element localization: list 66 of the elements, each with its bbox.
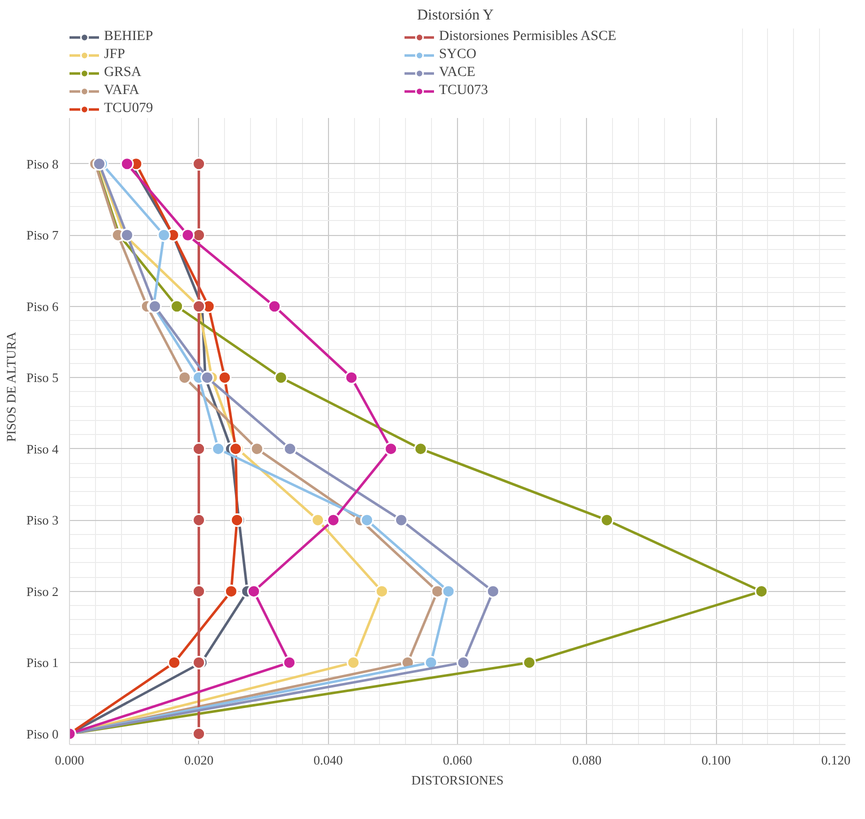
y-tick-label: Piso 4 xyxy=(26,441,59,456)
y-tick-label: Piso 5 xyxy=(26,370,59,386)
point xyxy=(456,656,470,670)
y-axis-title: PISOS DE ALTURA xyxy=(3,331,18,442)
x-tick-label: 0.120 xyxy=(821,752,850,768)
x-tick-label: 0.000 xyxy=(54,752,84,768)
x-tick-label: 0.060 xyxy=(442,752,472,768)
x-tick-label: 0.080 xyxy=(572,752,602,768)
point xyxy=(192,513,206,527)
y-tick-label: Piso 3 xyxy=(26,512,59,528)
legend-label: BEHIEP xyxy=(104,28,154,46)
point xyxy=(283,442,297,456)
x-axis-title: DISTORSIONES xyxy=(411,772,504,788)
point xyxy=(170,300,184,314)
legend-label: GRSA xyxy=(104,64,142,82)
point xyxy=(120,228,134,242)
point xyxy=(192,157,206,171)
y-tick-label: Piso 2 xyxy=(26,584,59,599)
point xyxy=(600,513,614,527)
point xyxy=(181,228,195,242)
legend-label: SYCO xyxy=(439,46,478,64)
point xyxy=(157,228,171,242)
legend-label: TCU079 xyxy=(104,100,154,118)
y-tick-label: Piso 6 xyxy=(26,298,59,314)
y-tick-label: Piso 0 xyxy=(26,726,59,742)
legend-label: Distorsiones Permisibles ASCE xyxy=(439,28,618,46)
point xyxy=(211,442,225,456)
y-tick-label: Piso 8 xyxy=(26,156,59,172)
point xyxy=(120,157,134,171)
point xyxy=(522,656,536,670)
point xyxy=(430,584,444,598)
point xyxy=(326,513,340,527)
point xyxy=(754,584,768,598)
point xyxy=(375,584,389,598)
point xyxy=(384,442,398,456)
point xyxy=(224,584,238,598)
point xyxy=(282,656,296,670)
point xyxy=(192,584,206,598)
point xyxy=(414,442,428,456)
point xyxy=(344,370,358,384)
point xyxy=(346,656,360,670)
x-tick-label: 0.100 xyxy=(702,752,731,768)
x-tick-label: 0.020 xyxy=(184,752,214,768)
point xyxy=(274,370,288,384)
point xyxy=(247,584,261,598)
point xyxy=(360,513,374,527)
legend-label: VAFA xyxy=(104,82,140,100)
y-tick-label: Piso 1 xyxy=(26,655,59,670)
point xyxy=(178,370,192,384)
point xyxy=(192,656,206,670)
point xyxy=(192,442,206,456)
point xyxy=(250,442,264,456)
legend-label: VACE xyxy=(439,64,476,82)
point xyxy=(311,513,325,527)
point xyxy=(268,300,282,314)
point xyxy=(192,727,206,741)
legend-label: TCU073 xyxy=(439,82,489,100)
point xyxy=(218,370,232,384)
legend-label: JFP xyxy=(104,46,126,64)
point xyxy=(486,584,500,598)
chart-title: Distorsión Y xyxy=(417,8,494,24)
y-tick-label: Piso 7 xyxy=(26,228,59,243)
x-tick-label: 0.040 xyxy=(314,752,343,768)
point xyxy=(394,513,408,527)
point xyxy=(168,656,182,670)
point xyxy=(442,584,456,598)
